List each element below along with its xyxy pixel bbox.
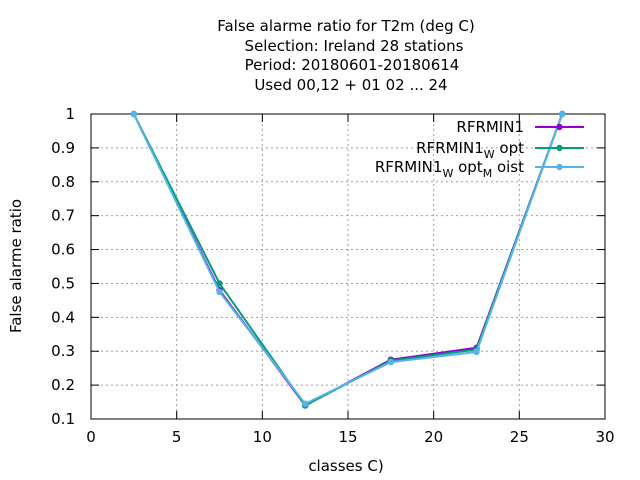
grid [91,114,605,419]
y-tick-label: 0.1 [51,410,75,428]
x-tick-label: 10 [253,428,272,446]
y-tick-label: 0.4 [51,308,75,326]
x-tick-label: 15 [338,428,357,446]
x-axis-label: classes C) [308,457,383,475]
data-point [473,348,480,356]
chart-title: False alarme ratio for T2m (deg C) Selec… [217,17,475,94]
data-point [387,358,395,366]
y-axis-label: False alarme ratio [7,199,25,333]
legend-item: RFRMIN1W optM oist [375,158,584,180]
legend-marker [556,144,563,152]
x-tick-label: 20 [424,428,443,446]
data-point [558,110,566,118]
legend-marker [556,123,563,131]
y-tick-label: 0.7 [51,207,75,225]
data-point [216,288,223,296]
series-layer [130,110,566,409]
legend-label: RFRMIN1 [456,118,524,136]
data-point [301,400,309,407]
legend-item: RFRMIN1 [456,118,584,136]
y-tick-label: 0.5 [51,274,75,292]
series-3 [130,110,566,407]
series-line [132,113,564,406]
x-tick-label: 5 [172,428,182,446]
y-tick-label: 1 [65,105,75,123]
axis-ticks: 0 5 10 15 20 25 30 0.1 0.2 0.3 0.4 0.5 0.6 0.7 0.8 0.9 1 [51,105,614,446]
legend-label: RFRMIN1W optM oist [375,158,524,180]
x-tick-label: 30 [595,428,614,446]
x-tick-label: 0 [86,428,96,446]
y-tick-label: 0.8 [51,173,75,191]
y-tick-label: 0.3 [51,342,75,360]
legend-marker [556,163,563,171]
data-point [130,110,138,118]
title-line-2: Selection: Ireland 28 stations [245,37,464,55]
x-tick-label: 25 [510,428,529,446]
data-point [216,280,223,287]
title-line-3: Period: 20180601-20180614 [245,56,460,74]
y-tick-label: 0.2 [51,376,75,394]
legend-item: RFRMIN1W opt [416,139,584,161]
legend-label: RFRMIN1W opt [416,139,524,161]
title-line-1: False alarme ratio for T2m (deg C) [217,17,475,35]
y-tick-label: 0.6 [51,241,75,259]
title-line-4: Used 00,12 + 01 02 ... 24 [254,76,447,94]
plot-frame [90,113,606,420]
y-tick-label: 0.9 [51,139,75,157]
